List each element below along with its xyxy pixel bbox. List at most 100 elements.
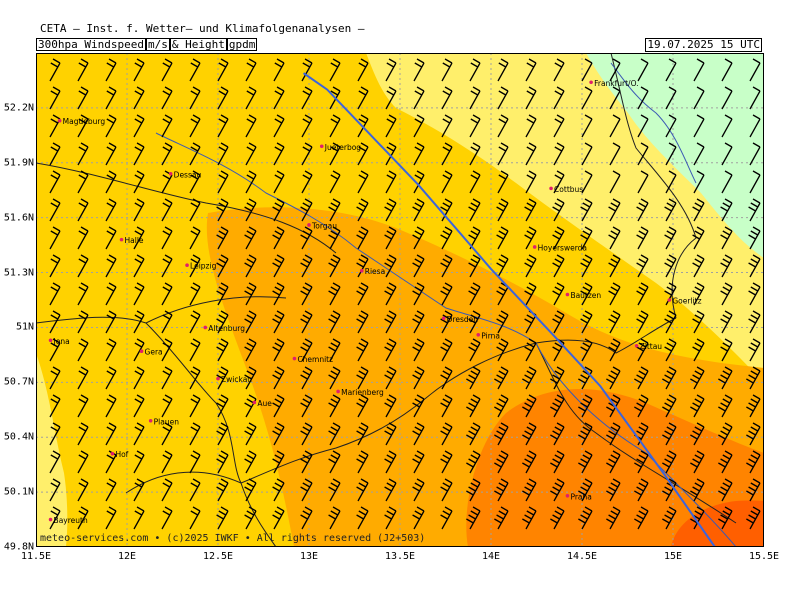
wind-barb — [469, 142, 481, 166]
city-marker — [336, 389, 340, 394]
wind-barb — [49, 254, 61, 278]
wind-barb — [496, 254, 509, 278]
height-label: & Height — [169, 38, 227, 51]
wind-barb — [749, 114, 761, 138]
wind-barb — [720, 338, 733, 362]
wind-barb — [272, 282, 285, 306]
wind-barb — [356, 198, 369, 222]
wind-barb — [77, 310, 89, 334]
wind-barb — [328, 506, 341, 530]
wind-barb — [522, 506, 537, 530]
wind-barb — [244, 282, 257, 306]
lon-tick-label: 13.5E — [384, 551, 416, 562]
wind-barb — [637, 114, 649, 138]
wind-barb — [693, 58, 705, 82]
wind-barb — [216, 394, 229, 418]
city-marker — [549, 186, 553, 191]
wind-barb — [356, 450, 369, 474]
valid-time: 19.07.2025 15 UTC — [645, 38, 762, 52]
city-marker — [48, 517, 53, 522]
wind-barb — [133, 366, 145, 390]
wind-barb — [216, 198, 229, 222]
wind-barb — [357, 58, 369, 82]
wind-barb — [356, 254, 369, 278]
wind-barb — [468, 282, 481, 306]
wind-barb — [522, 478, 537, 502]
wind-barb — [272, 366, 285, 390]
wind-barb — [77, 58, 89, 82]
wind-barb — [77, 170, 89, 194]
city-marker — [292, 356, 297, 361]
wind-barb — [440, 310, 453, 334]
wind-barb — [746, 450, 761, 474]
wind-barb — [244, 198, 257, 222]
wind-barb — [718, 478, 733, 502]
wind-barb — [384, 310, 397, 334]
wind-barb — [328, 422, 341, 446]
wind-barb — [356, 478, 369, 502]
wind-barb — [77, 506, 89, 530]
wind-barb — [665, 86, 677, 110]
wind-barb — [748, 226, 761, 250]
wind-barb — [244, 478, 257, 502]
city-label: Jena — [53, 337, 70, 346]
wind-barb — [440, 198, 453, 222]
city-label: Leipzig — [190, 262, 217, 271]
wind-barb — [441, 86, 453, 110]
wind-barb — [440, 478, 453, 502]
wind-barb — [524, 198, 537, 222]
lat-tick-label: 51.3N — [3, 267, 34, 279]
wind-barb — [161, 198, 173, 222]
wind-barb — [553, 142, 565, 166]
wind-barb — [550, 506, 565, 530]
city-label: Goerlitz — [672, 297, 701, 306]
wind-barb — [413, 114, 425, 138]
wind-barb — [300, 338, 313, 362]
city-label: Praha — [570, 492, 591, 501]
wind-barb — [272, 450, 285, 474]
wind-barb — [189, 450, 201, 474]
wind-barb — [749, 58, 761, 82]
wind-barb — [522, 450, 537, 474]
wind-barb — [301, 86, 313, 110]
wind-barb — [217, 114, 229, 138]
wind-barb — [637, 86, 649, 110]
wind-barb — [664, 226, 677, 250]
wind-barb — [77, 394, 89, 418]
lat-tick-label: 51N — [15, 321, 34, 333]
wind-barb — [412, 310, 425, 334]
wind-barb — [522, 366, 537, 390]
wind-barb — [496, 226, 509, 250]
wind-barb — [440, 506, 453, 530]
wind-barb — [133, 114, 145, 138]
wind-barb — [217, 142, 229, 166]
wind-barb — [664, 310, 677, 334]
wind-barb — [272, 422, 285, 446]
wind-barb — [385, 114, 397, 138]
city-marker — [441, 316, 446, 321]
wind-barb — [636, 254, 649, 278]
wind-barb — [356, 338, 369, 362]
wind-barb — [524, 254, 537, 278]
city-marker — [119, 237, 124, 242]
wind-barb — [189, 254, 201, 278]
wind-barb — [272, 506, 285, 530]
city-label: Gera — [145, 348, 163, 357]
wind-barb — [189, 478, 201, 502]
wind-barb — [413, 58, 425, 82]
wind-barb — [189, 394, 201, 418]
wind-barb — [189, 282, 201, 306]
wind-barb — [634, 506, 649, 530]
wind-barb — [300, 282, 313, 306]
wind-barb — [552, 338, 565, 362]
city-label: Frankfurt/O. — [594, 79, 638, 88]
wind-barb — [105, 310, 117, 334]
wind-barb — [720, 226, 733, 250]
wind-barb — [665, 142, 677, 166]
wind-barb — [49, 310, 61, 334]
wind-barb — [664, 198, 677, 222]
wind-barb — [161, 114, 173, 138]
wind-barb — [105, 506, 117, 530]
wind-barb — [77, 450, 89, 474]
wind-barb — [720, 198, 733, 222]
